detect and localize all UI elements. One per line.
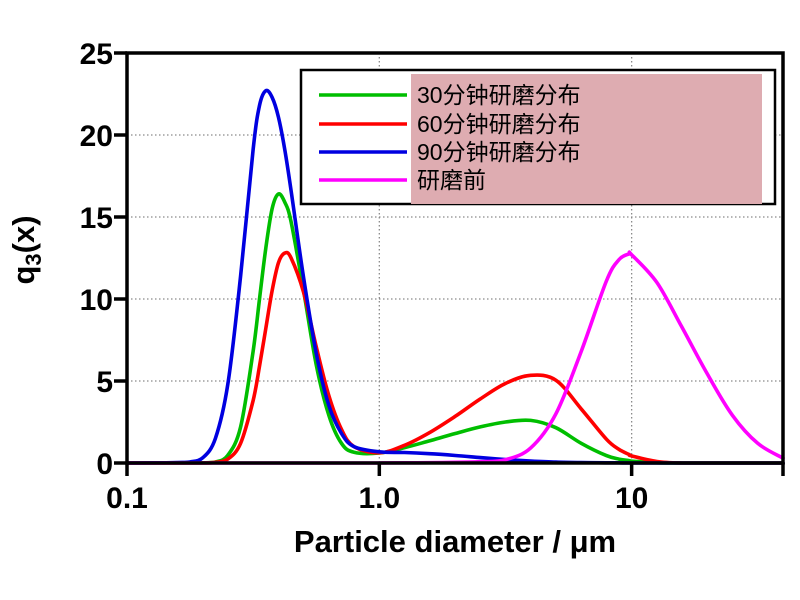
y-tick-label: 15 xyxy=(80,202,113,235)
y-axis-title-subscript: 3 xyxy=(21,253,46,265)
series-mill-30min-curve xyxy=(125,192,785,465)
y-tick-label: 5 xyxy=(96,366,113,399)
y-tick-label: 20 xyxy=(80,120,113,153)
legend-item-label-before-milling: 研磨前 xyxy=(417,167,486,193)
series-before-milling-curve xyxy=(125,250,785,465)
y-tick-label: 0 xyxy=(96,448,113,481)
y-axis-title-base: q xyxy=(6,266,41,285)
x-tick-label: 10 xyxy=(615,482,648,515)
legend-highlight-rect xyxy=(411,74,762,204)
x-tick-label: 0.1 xyxy=(106,482,148,515)
series-mill-60min-curve xyxy=(125,250,785,465)
y-axis-title-rest: (x) xyxy=(6,215,41,253)
y-tick-label: 10 xyxy=(80,284,113,317)
legend-item-label-mill-30min: 30分钟研磨分布 xyxy=(417,82,581,108)
plot-frame xyxy=(125,51,785,465)
axis-tick-labels: 0.1 1.0 10 0 5 10 15 20 25 xyxy=(80,38,649,515)
y-tick-label: 25 xyxy=(80,38,113,71)
y-axis-title: q3(x) xyxy=(6,215,46,284)
x-tick-label: 1.0 xyxy=(358,482,400,515)
legend-item-label-mill-60min: 60分钟研磨分布 xyxy=(417,111,581,137)
x-axis-title: Particle diameter / μm xyxy=(294,524,616,559)
axis-ticks xyxy=(114,51,785,476)
legend-item-label-mill-90min: 90分钟研磨分布 xyxy=(417,139,581,165)
